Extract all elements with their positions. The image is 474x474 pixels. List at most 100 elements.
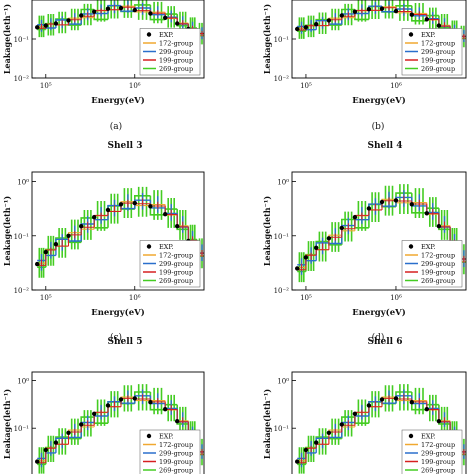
y-tick-label: 10⁻² xyxy=(14,287,30,295)
y-tick-label: 10⁻² xyxy=(274,287,290,295)
exp-point xyxy=(92,9,97,14)
exp-point xyxy=(175,21,180,26)
legend-label: 299-group xyxy=(159,48,193,56)
legend-label: EXP. xyxy=(421,433,436,441)
exp-point xyxy=(53,21,59,26)
exp-point xyxy=(436,419,442,424)
exp-point xyxy=(314,22,319,27)
exp-point xyxy=(436,23,442,28)
chart-panel-e: Shell 5 10⁻¹ 10⁰ Leakage(leth⁻¹) EXP.172-gro… xyxy=(2,337,205,474)
exp-point xyxy=(436,224,442,229)
exp-point xyxy=(53,440,59,445)
legend-marker-exp xyxy=(146,433,152,439)
legend-marker-exp xyxy=(408,433,414,439)
x-axis-label: Energy(eV) xyxy=(352,307,405,318)
exp-point xyxy=(326,430,332,435)
y-axis-label: Leakage(leth⁻¹) xyxy=(262,4,272,74)
y-tick-label: 10⁻¹ xyxy=(14,233,30,241)
exp-point xyxy=(379,199,385,205)
exp-point xyxy=(295,26,300,32)
legend-label: 172-group xyxy=(159,441,193,449)
panel-caption: (d) xyxy=(372,332,385,343)
exp-point xyxy=(303,25,309,30)
legend-label: 172-group xyxy=(159,40,193,48)
legend-label: 299-group xyxy=(159,260,193,268)
exp-point xyxy=(366,7,372,12)
exp-point xyxy=(339,13,344,18)
exp-point xyxy=(303,255,309,260)
exp-point xyxy=(43,249,48,255)
y-tick-label: 10⁻¹ xyxy=(274,36,290,44)
exp-point xyxy=(148,204,153,209)
y-tick-label: 10⁻¹ xyxy=(14,36,30,44)
exp-point xyxy=(314,440,319,445)
exp-point xyxy=(339,225,344,231)
chart-title: Shell 6 xyxy=(367,337,402,347)
exp-point xyxy=(66,430,71,435)
x-tick-label: 10⁶ xyxy=(129,82,141,90)
axes-frame xyxy=(31,171,205,291)
legend-label: EXP. xyxy=(159,243,174,251)
y-tick-label: 10⁰ xyxy=(277,377,289,385)
x-axis-label: Energy(eV) xyxy=(91,307,144,318)
chart-title: Shell 3 xyxy=(107,141,142,151)
exp-point xyxy=(175,224,180,229)
legend-label: EXP. xyxy=(159,31,174,39)
y-tick-label: 10⁻¹ xyxy=(274,233,290,241)
axes-frame xyxy=(31,371,205,474)
exp-point xyxy=(118,5,124,11)
axes-frame xyxy=(291,171,467,291)
x-tick-label: 10⁶ xyxy=(390,294,402,302)
legend-label: 299-group xyxy=(421,260,455,268)
chart-panel-f: Shell 6 10⁻¹ 10⁰ Leakage(leth⁻¹) EXP.172-gro… xyxy=(262,337,467,474)
exp-point xyxy=(35,459,40,464)
legend-label: 199-group xyxy=(159,458,193,466)
x-axis-label: Energy(eV) xyxy=(91,95,144,106)
legend-label: EXP. xyxy=(421,243,436,251)
legend-label: EXP. xyxy=(159,433,174,441)
exp-point xyxy=(409,12,414,17)
exp-point xyxy=(43,447,48,453)
exp-point xyxy=(132,396,137,401)
y-axis-label: Leakage(leth⁻¹) xyxy=(2,389,12,459)
exp-point xyxy=(66,18,71,23)
legend-label: 172-group xyxy=(421,252,455,260)
exp-point xyxy=(379,397,385,402)
exp-point xyxy=(295,459,300,464)
exp-point xyxy=(393,198,399,203)
exp-point xyxy=(393,396,399,401)
exp-point xyxy=(295,266,300,271)
y-axis-label: Leakage(leth⁻¹) xyxy=(2,196,12,266)
x-tick-label: 10⁶ xyxy=(129,294,141,302)
exp-point xyxy=(148,11,153,16)
panel-caption: (c) xyxy=(110,332,122,343)
y-tick-label: 10⁰ xyxy=(17,179,29,187)
exp-point xyxy=(409,400,414,405)
exp-point xyxy=(79,13,84,18)
legend-marker-exp xyxy=(146,244,152,249)
legend-marker-exp xyxy=(408,32,414,37)
y-tick-label: 10⁰ xyxy=(17,377,29,385)
legend-label: 269-group xyxy=(159,65,193,73)
y-tick-label: 10⁻¹ xyxy=(14,425,30,433)
legend-label: 199-group xyxy=(421,269,455,277)
exp-point xyxy=(66,233,71,238)
exp-point xyxy=(105,403,111,408)
legend-label: 172-group xyxy=(421,441,455,449)
y-tick-label: 10⁻¹ xyxy=(274,425,290,433)
y-axis-label: Leakage(leth⁻¹) xyxy=(262,389,272,459)
exp-point xyxy=(314,245,319,250)
exp-point xyxy=(326,18,332,23)
legend-label: 269-group xyxy=(159,277,193,285)
exp-point xyxy=(35,261,40,267)
legend-marker-exp xyxy=(408,244,414,249)
axes-frame xyxy=(291,371,467,474)
exp-point xyxy=(366,403,372,408)
legend-label: EXP. xyxy=(421,31,436,39)
legend-marker-exp xyxy=(146,32,152,37)
